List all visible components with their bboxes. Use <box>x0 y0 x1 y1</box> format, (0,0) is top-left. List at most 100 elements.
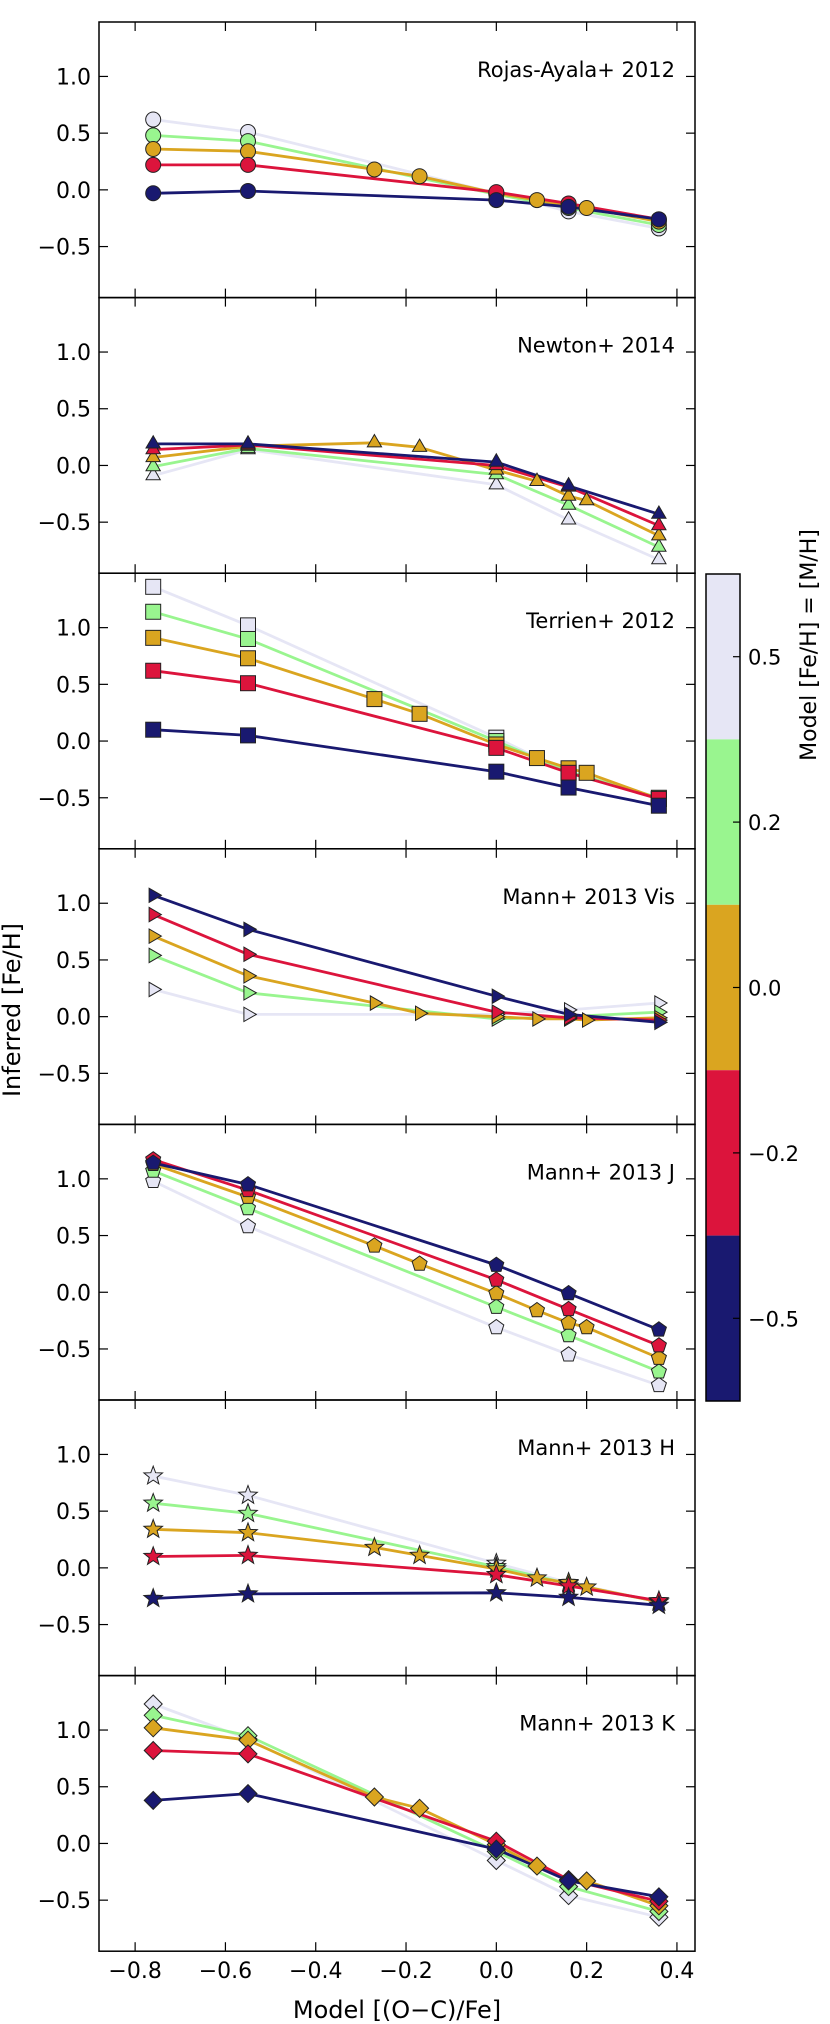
series-line-0.2 <box>152 1169 660 1373</box>
data-point <box>649 1887 669 1907</box>
y-tick-label: −0.5 <box>38 787 91 812</box>
data-point <box>145 603 162 620</box>
data-point <box>488 763 505 780</box>
series-line-0.5 <box>152 1474 660 1604</box>
data-point <box>560 198 577 215</box>
series-line--0.5 <box>152 893 660 1024</box>
data-point <box>239 1217 257 1234</box>
data-point <box>240 727 256 744</box>
data-point <box>366 161 383 178</box>
data-point <box>366 433 383 448</box>
data-point <box>145 1154 162 1170</box>
data-point <box>142 1492 164 1513</box>
data-point <box>650 797 667 814</box>
data-point <box>145 721 162 738</box>
panel-5: −0.5 0.0 0.5 1.0 Mann+ 2013 J <box>38 1123 696 1401</box>
data-point <box>143 1790 163 1811</box>
data-point <box>491 1004 506 1021</box>
y-tick-label: 1.0 <box>56 341 91 366</box>
data-point <box>237 1521 259 1542</box>
panel-title: Mann+ 2013 Vis <box>502 885 675 909</box>
data-point <box>560 495 577 510</box>
data-point <box>578 764 595 781</box>
panel-6: −0.5 0.0 0.5 1.0 Mann+ 2013 H <box>38 1399 696 1677</box>
x-tick-label: 0.4 <box>659 1959 694 1984</box>
data-point <box>488 1284 505 1301</box>
data-point <box>650 1321 667 1337</box>
data-point <box>240 143 256 160</box>
data-point <box>532 1010 547 1027</box>
x-tick-label: −0.8 <box>108 1959 161 1984</box>
plot-area <box>145 111 667 237</box>
plot-area <box>145 578 667 814</box>
y-tick-label: 0.5 <box>56 673 91 698</box>
plot-area <box>142 1464 670 1615</box>
data-point <box>578 200 595 217</box>
y-tick-label: −0.5 <box>38 1062 91 1087</box>
data-point <box>411 705 428 722</box>
data-point <box>650 1363 667 1379</box>
data-point <box>560 1284 577 1301</box>
data-point <box>415 1005 429 1022</box>
data-point <box>142 1464 164 1486</box>
data-point <box>528 1301 546 1318</box>
data-point <box>237 1544 259 1565</box>
data-point <box>366 1237 383 1253</box>
data-point <box>240 182 256 199</box>
data-point <box>485 1563 507 1584</box>
y-tick-label: 1.0 <box>56 65 91 90</box>
data-point <box>560 1300 577 1317</box>
data-point <box>488 1318 505 1335</box>
data-point <box>243 967 258 984</box>
colorbar-tick-label: −0.5 <box>748 1307 799 1331</box>
data-point <box>145 578 162 595</box>
colorbar-tick-label: −0.2 <box>748 1142 799 1166</box>
y-tick-label: 1.0 <box>56 617 91 642</box>
data-point <box>145 448 162 463</box>
data-point <box>650 537 667 552</box>
data-point <box>411 1255 428 1271</box>
data-point <box>145 466 162 481</box>
data-point <box>145 185 162 202</box>
data-point <box>582 1012 596 1029</box>
colorbar: 0.5 0.2 0.0 −0.2 −0.5 <box>705 573 799 1402</box>
data-point <box>491 988 506 1005</box>
y-tick-label: 0.0 <box>56 1006 91 1031</box>
data-point <box>578 1318 595 1335</box>
data-point <box>145 629 162 646</box>
data-point <box>142 1545 164 1566</box>
data-point <box>237 1582 259 1603</box>
data-point <box>560 510 577 525</box>
data-point <box>369 995 384 1012</box>
data-point <box>488 739 505 756</box>
panel-7: −0.5 0.0 0.5 1.0 Mann+ 2013 K <box>38 1674 696 1952</box>
data-point <box>557 1586 580 1607</box>
data-point <box>528 192 545 209</box>
colorbar-tick-label: 0.0 <box>748 977 781 1001</box>
data-point <box>648 1594 670 1615</box>
x-tick-label: −0.2 <box>379 1959 432 1984</box>
y-tick-label: −0.5 <box>38 236 91 261</box>
data-point <box>243 921 258 938</box>
data-point <box>560 486 577 501</box>
data-point <box>488 1298 505 1314</box>
data-point <box>145 127 162 144</box>
data-point <box>650 211 667 228</box>
panel-title: Mann+ 2013 K <box>519 1712 676 1736</box>
data-point <box>576 1871 597 1891</box>
plot-area <box>145 1151 667 1393</box>
data-point <box>560 1314 577 1330</box>
data-point <box>560 1346 577 1362</box>
data-point <box>142 1587 164 1608</box>
data-point <box>560 476 577 491</box>
data-point <box>409 1798 430 1819</box>
plot-area <box>148 887 669 1031</box>
data-point <box>488 475 505 490</box>
data-point <box>488 452 505 467</box>
data-point <box>148 981 163 998</box>
x-tick-label: 0.0 <box>479 1959 514 1984</box>
data-point <box>148 887 163 904</box>
panel-4: −0.5 0.0 0.5 1.0 Mann+ 2013 Vis <box>38 848 696 1126</box>
panel-title: Terrien+ 2012 <box>525 609 675 633</box>
